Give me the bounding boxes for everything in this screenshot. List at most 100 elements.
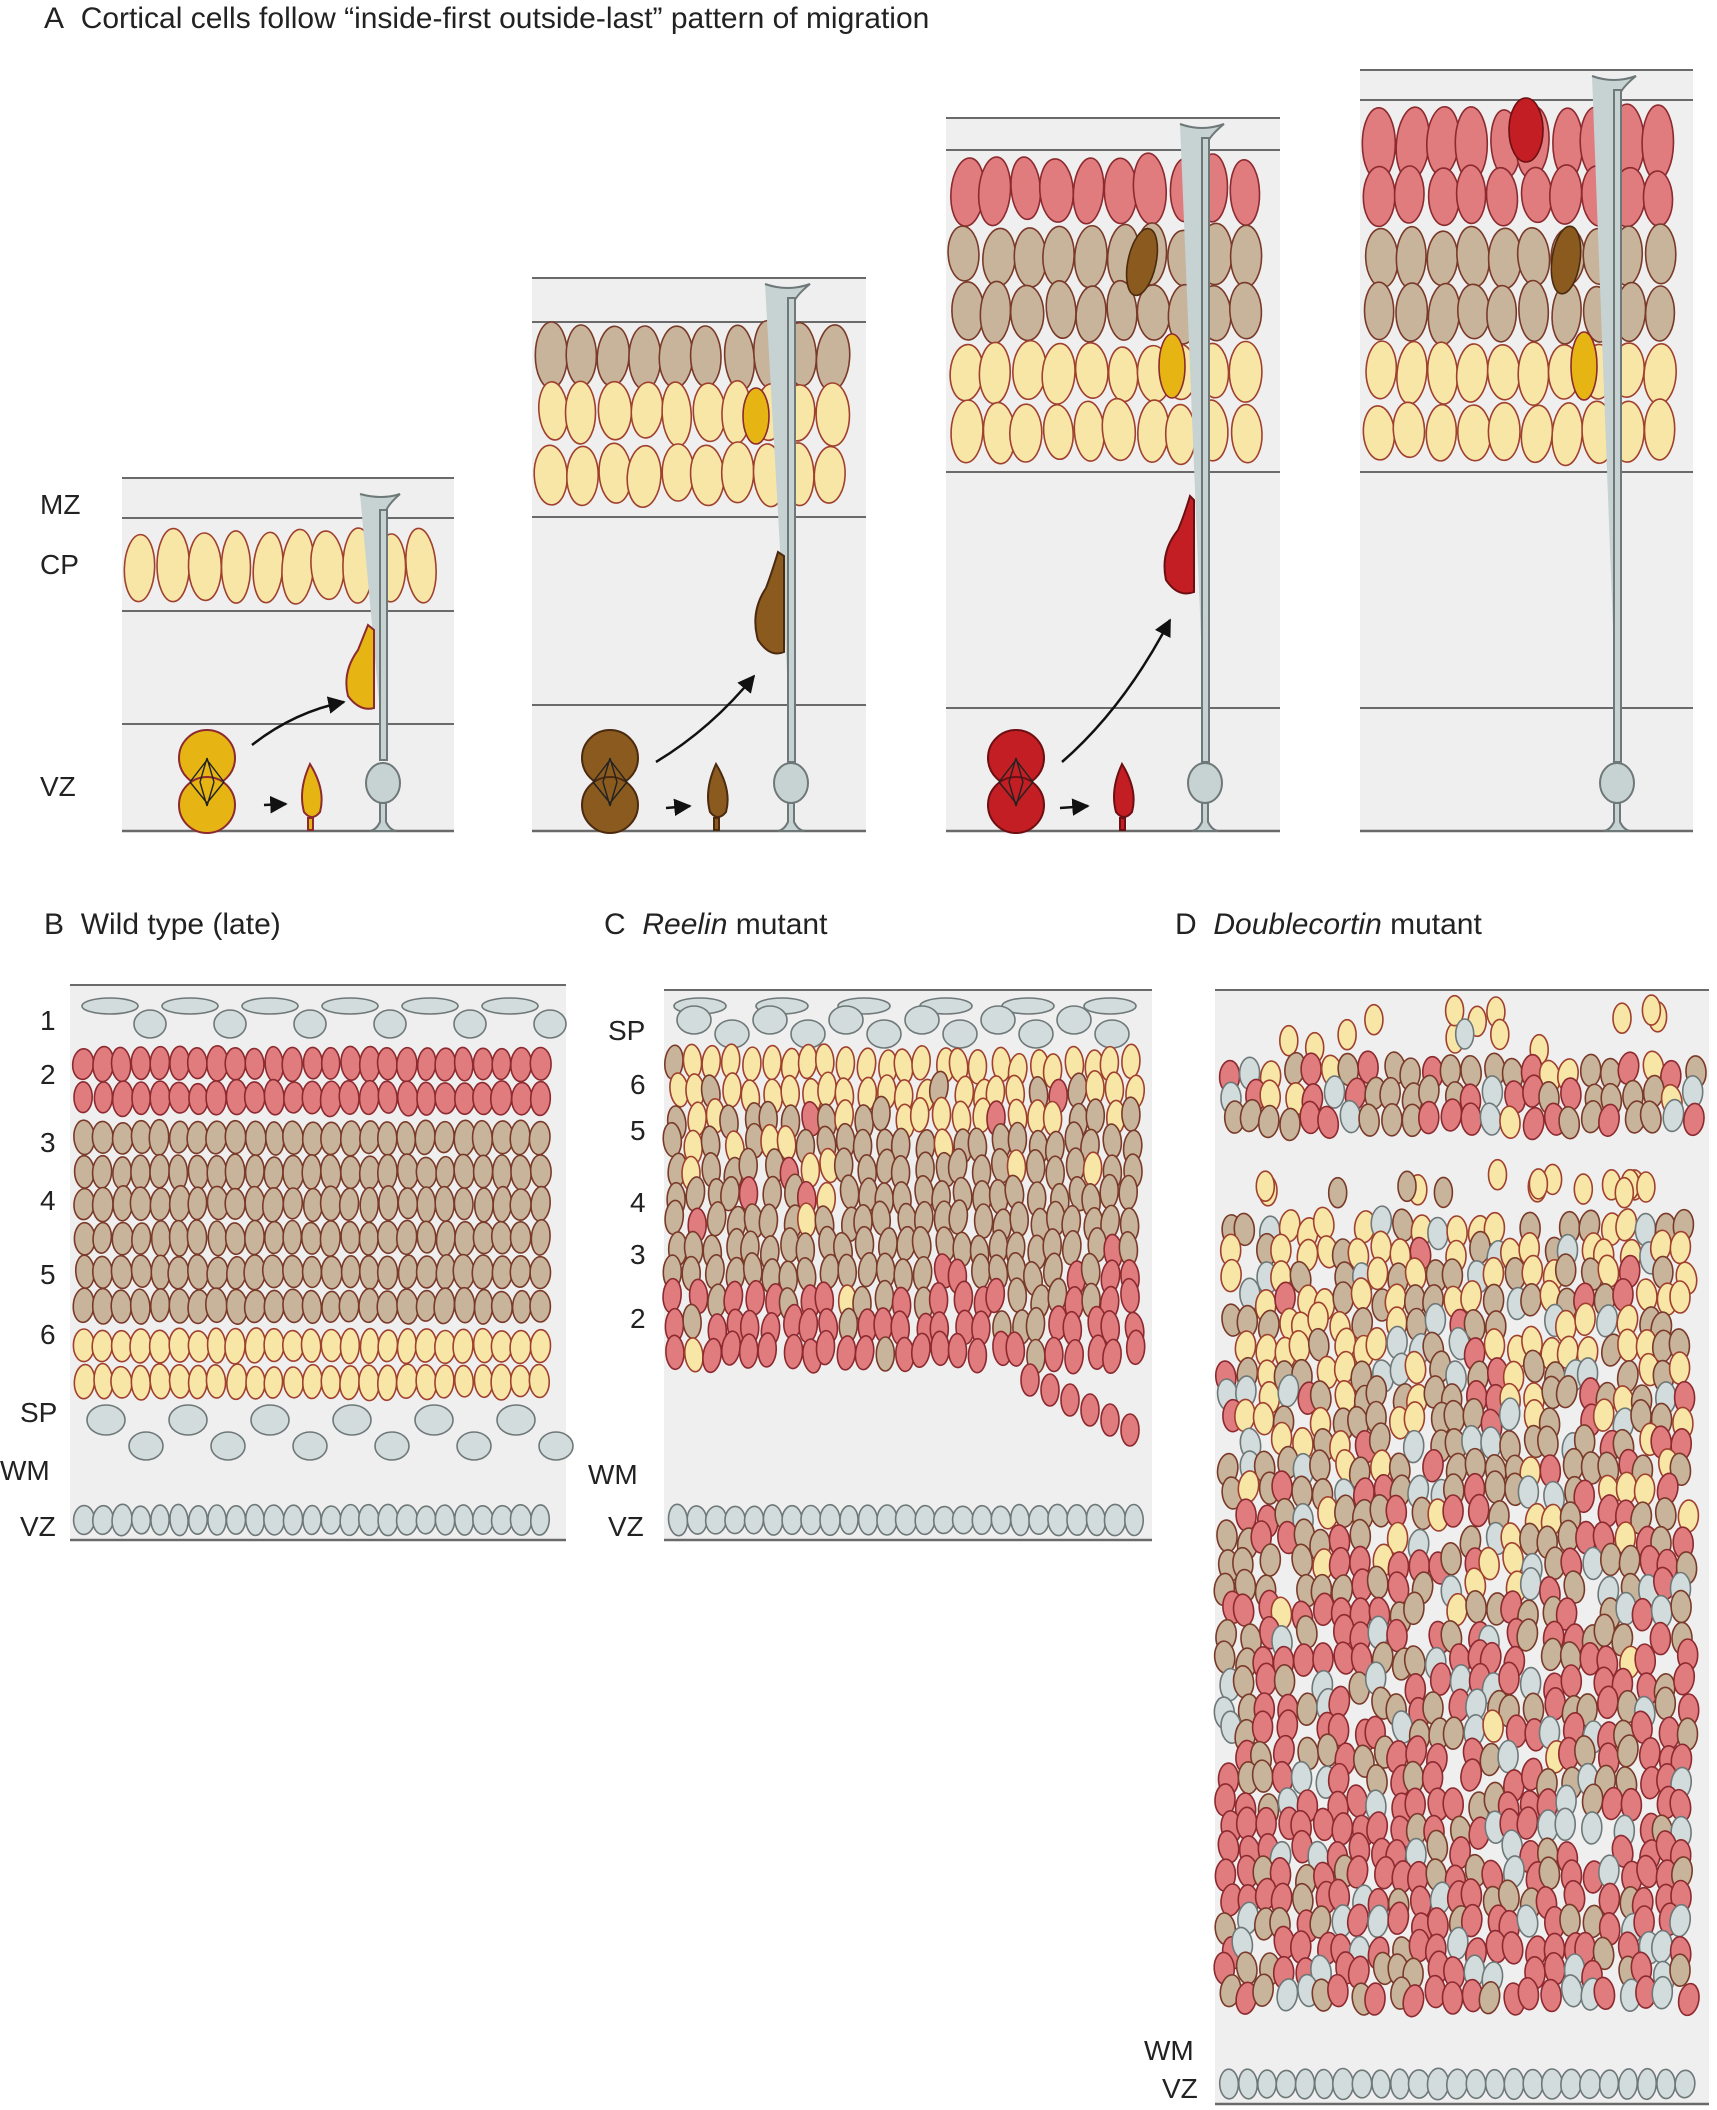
reelin-mutant-cell [757, 1332, 778, 1368]
wild-type-layer-cell [131, 1222, 152, 1255]
doublecortin-mutant-cell [1292, 1643, 1315, 1677]
doublecortin-mutant-cell [1677, 1982, 1700, 2017]
doublecortin-mutant-cell [1516, 1806, 1539, 1840]
doublecortin-mutant-cell [1573, 1479, 1596, 1514]
doublecortin-mutant-cell [1516, 1618, 1539, 1652]
reelin-mutant-cell [815, 1329, 836, 1366]
reelin-mutant-cell [1061, 1229, 1082, 1266]
wild-type-layer-cell [91, 1120, 114, 1154]
doublecortin-mutant-cell [1563, 1570, 1586, 1604]
wild-type-layer-cell [358, 1364, 380, 1402]
doublecortin-mutant-cortical-layers [1213, 994, 1707, 2101]
cp-cell-middle [1486, 284, 1518, 343]
doublecortin-mutant-cell [1490, 1018, 1510, 1051]
migration-arrows [251, 618, 1172, 817]
doublecortin-mutant-cell [1402, 1984, 1425, 2018]
ventricular-zone-cell [1636, 2067, 1658, 2101]
wild-type-layer-cell [376, 1255, 399, 1290]
wild-type-layer-cell [168, 1154, 189, 1191]
wild-type-layer-cell [148, 1118, 170, 1157]
cortical-plate-cells-stage-3 [947, 152, 1263, 466]
cp-cell-late [977, 156, 1012, 227]
doublecortin-mutant-cell [1558, 1105, 1581, 1140]
cp-cell-early [1074, 342, 1109, 399]
cp-cell-early [1228, 340, 1263, 403]
wild-type-layer-cell [529, 1046, 552, 1081]
panel-a-title-text: Cortical cells follow “inside-first outs… [80, 2, 930, 35]
wild-type-layer-cell [434, 1364, 455, 1399]
ventricular-zone-cell [187, 1505, 209, 1535]
wild-type-layer-cell [281, 1046, 304, 1083]
cortical-plate-cells-stage-1 [123, 527, 437, 605]
cp-cell-early [564, 380, 597, 445]
doublecortin-mutant-cell [1323, 1075, 1346, 1109]
wild-type-layer-cell [263, 1220, 285, 1255]
radial-glia-stage-3 [1179, 123, 1225, 832]
wild-type-layer-cell [245, 1365, 266, 1400]
doublecortin-mutant-cell [1516, 1904, 1539, 1938]
ventricular-zone-cell [1540, 2068, 1564, 2100]
wild-type-layer-cell [397, 1187, 419, 1220]
panel-a-stage-3 [946, 117, 1280, 833]
wild-type-layer-cell [282, 1187, 304, 1220]
doublecortin-mutant-layer-labels: WM VZ [1144, 2035, 1198, 2104]
reelin-mutant-cell [909, 1097, 930, 1133]
doublecortin-mutant-cell [1365, 1327, 1388, 1361]
radial-glia [359, 75, 1637, 832]
doublecortin-mutant-cell [1442, 1787, 1465, 1821]
wild-type-cortical-layers [71, 997, 574, 1537]
cp-cell-early [813, 445, 846, 504]
wild-type-layer-cell [358, 1221, 379, 1256]
layer-label-reelin: WM [588, 1459, 638, 1490]
migrated-gold-neuron [1158, 333, 1186, 399]
marginal-zone-cell [293, 1009, 327, 1039]
doublecortin-mutant-cell [1522, 1349, 1545, 1384]
wild-type-layer-cell [453, 1187, 474, 1221]
doublecortin-mutant-cell [1404, 1350, 1427, 1385]
marginal-zone-cell [213, 1009, 247, 1039]
cp-cell-early [565, 445, 600, 507]
doublecortin-mutant-cell [1617, 1051, 1640, 1085]
layer-label-reelin: VZ [608, 1511, 644, 1542]
doublecortin-mutant-cell [1255, 1662, 1278, 1697]
superplate-cell [866, 1019, 902, 1049]
reelin-mutant-cell [1080, 1393, 1100, 1427]
wild-type-layer-cell [148, 1329, 172, 1364]
cp-cell-middle [565, 324, 598, 387]
wild-type-layer-cell [244, 1154, 265, 1189]
doublecortin-mutant-cell [1252, 1973, 1274, 2007]
wild-type-layer-cell [263, 1289, 285, 1324]
ventricular-zone-cell [951, 1505, 975, 1535]
wild-type-layer-cell [130, 1364, 152, 1401]
doublecortin-mutant-cell [1402, 1429, 1425, 1464]
doublecortin-mutant-cell [1300, 1052, 1322, 1086]
cp-cell-middle [1487, 227, 1523, 290]
cp-cell-early [220, 530, 252, 604]
doublecortin-mutant-cell [1668, 1351, 1691, 1385]
doublecortin-mutant-cell [1346, 1855, 1369, 1889]
reelin-mutant-cortical-layers [662, 997, 1146, 1537]
layer-label-reelin: 5 [630, 1115, 646, 1146]
wild-type-layer-cell [376, 1121, 398, 1156]
doublecortin-mutant-cell [1441, 1981, 1464, 2015]
dividing-progenitor-gold [178, 623, 375, 834]
reelin-mutant-cell [1020, 1363, 1040, 1397]
ventricular-zone-cell [302, 1504, 322, 1536]
doublecortin-mutant-cell [1442, 1494, 1464, 1528]
wild-type-layer-cell [72, 1328, 96, 1363]
doublecortin-mutant-cell [1574, 1302, 1596, 1337]
ventricular-zone-cell [1465, 2068, 1487, 2100]
wild-type-layer-cell [167, 1256, 190, 1290]
ventricular-zone-cell [225, 1505, 247, 1535]
reelin-mutant-cell [1121, 1043, 1141, 1080]
doublecortin-mutant-cell [1540, 1978, 1562, 2013]
marginal-zone-cell [533, 1009, 567, 1039]
reelin-mutant-cell [722, 1072, 742, 1108]
wild-type-layer-cell [491, 1154, 513, 1191]
cp-cell-middle [1644, 223, 1677, 285]
wild-type-layer-cell [263, 1366, 284, 1399]
cp-cell-middle [1363, 281, 1395, 341]
ventricular-zone-cell [800, 1504, 822, 1536]
cp-cell-early [156, 527, 191, 603]
wild-type-layer-cell [224, 1153, 246, 1191]
